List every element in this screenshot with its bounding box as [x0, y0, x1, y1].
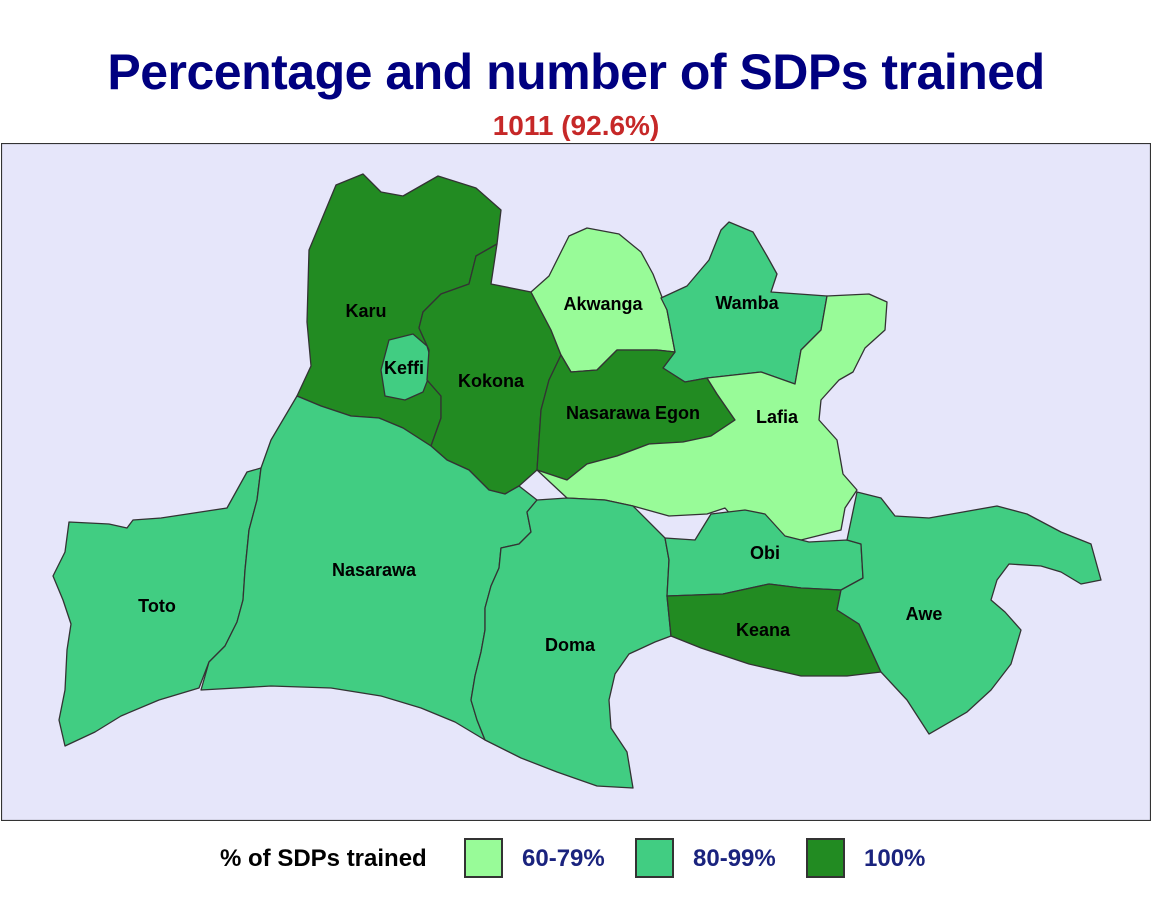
label-keffi: Keffi	[384, 358, 424, 378]
choropleth-map: Karu Keffi Kokona Akwanga Wamba Nasarawa…	[1, 143, 1151, 821]
legend-label-80-99: 80-99%	[693, 845, 776, 872]
legend-swatch-80-99	[635, 838, 674, 878]
label-kokona: Kokona	[458, 371, 525, 391]
map-title: Percentage and number of SDPs trained	[107, 44, 1045, 100]
legend-swatch-100	[806, 838, 845, 878]
region-keffi[interactable]	[380, 333, 434, 401]
label-toto: Toto	[138, 596, 176, 616]
label-awe: Awe	[906, 604, 943, 624]
legend-title: % of SDPs trained	[220, 845, 427, 872]
legend-label-100: 100%	[864, 845, 926, 872]
map-panel: Karu Keffi Kokona Akwanga Wamba Nasarawa…	[1, 143, 1151, 821]
label-nasarawa-egon: Nasarawa Egon	[566, 403, 700, 423]
legend: % of SDPs trained 60-79% 80-99% 100%	[0, 835, 1152, 885]
region-lafia[interactable]	[536, 293, 888, 541]
label-obi: Obi	[750, 543, 780, 563]
label-wamba: Wamba	[715, 293, 779, 313]
label-doma: Doma	[545, 635, 596, 655]
label-nasarawa: Nasarawa	[332, 560, 417, 580]
map-subtitle: 1011 (92.6%)	[492, 110, 660, 141]
legend-swatch-60-79	[464, 838, 503, 878]
label-keana: Keana	[736, 620, 791, 640]
label-lafia: Lafia	[756, 407, 799, 427]
region-awe[interactable]	[836, 491, 1102, 735]
label-akwanga: Akwanga	[563, 294, 643, 314]
label-karu: Karu	[345, 301, 386, 321]
legend-label-60-79: 60-79%	[522, 845, 605, 872]
